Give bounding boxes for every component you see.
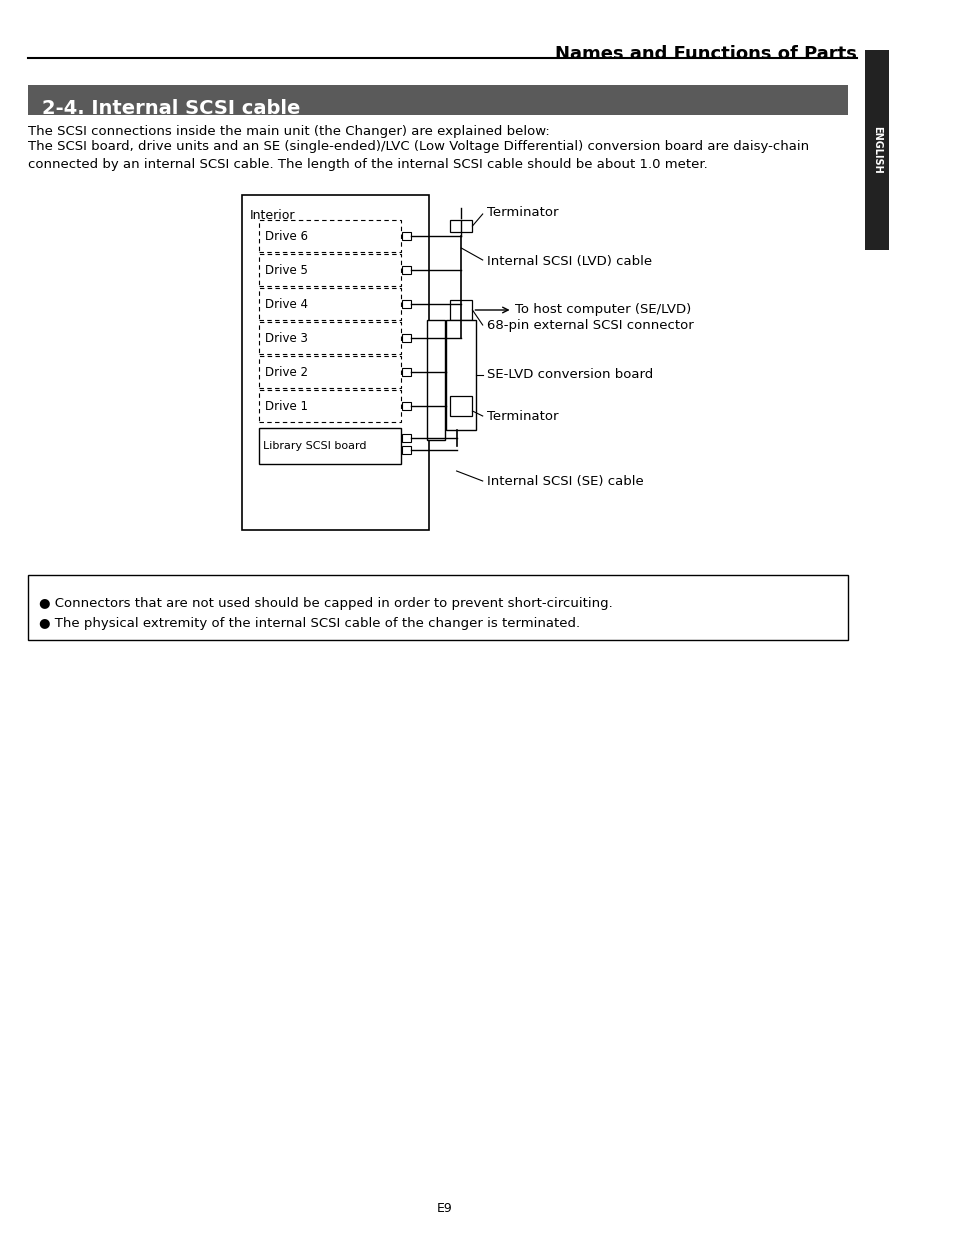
Bar xyxy=(28,85,847,115)
Bar xyxy=(401,333,411,342)
Text: Terminator: Terminator xyxy=(487,205,558,219)
Text: 2-4. Internal SCSI cable: 2-4. Internal SCSI cable xyxy=(42,99,300,119)
Bar xyxy=(259,220,400,252)
Text: Drive 4: Drive 4 xyxy=(264,298,307,310)
Text: ● Connectors that are not used should be capped in order to prevent short-circui: ● Connectors that are not used should be… xyxy=(39,597,612,610)
Text: Drive 2: Drive 2 xyxy=(264,366,307,378)
Text: Internal SCSI (SE) cable: Internal SCSI (SE) cable xyxy=(487,474,643,488)
Bar xyxy=(450,220,472,232)
Text: Drive 6: Drive 6 xyxy=(264,230,307,242)
Bar xyxy=(401,403,411,410)
Bar xyxy=(259,254,400,287)
Text: Names and Functions of Parts: Names and Functions of Parts xyxy=(555,44,857,63)
Bar xyxy=(426,320,445,440)
Bar xyxy=(450,396,472,416)
Text: Internal SCSI (LVD) cable: Internal SCSI (LVD) cable xyxy=(487,254,652,268)
Bar xyxy=(28,576,847,640)
Bar xyxy=(401,446,411,454)
Bar xyxy=(401,433,411,442)
Text: Library SCSI board: Library SCSI board xyxy=(262,441,366,451)
Text: SE-LVD conversion board: SE-LVD conversion board xyxy=(487,368,653,382)
Bar xyxy=(259,322,400,354)
Text: To host computer (SE/LVD): To host computer (SE/LVD) xyxy=(515,304,691,316)
Bar xyxy=(446,320,476,430)
Bar xyxy=(450,300,472,320)
Text: Drive 1: Drive 1 xyxy=(264,399,307,412)
Text: 68-pin external SCSI connector: 68-pin external SCSI connector xyxy=(487,319,694,331)
Bar xyxy=(242,195,428,530)
Text: Terminator: Terminator xyxy=(487,410,558,422)
Text: The SCSI board, drive units and an SE (single-ended)/LVC (Low Voltage Differenti: The SCSI board, drive units and an SE (s… xyxy=(28,140,808,170)
Text: Interior: Interior xyxy=(250,209,294,222)
Bar xyxy=(863,49,888,249)
Text: ● The physical extremity of the internal SCSI cable of the changer is terminated: ● The physical extremity of the internal… xyxy=(39,618,579,630)
Bar xyxy=(401,266,411,274)
Text: ENGLISH: ENGLISH xyxy=(871,126,881,174)
Bar xyxy=(259,390,400,422)
Bar xyxy=(259,429,400,464)
Bar xyxy=(401,232,411,240)
Text: Drive 3: Drive 3 xyxy=(264,331,307,345)
Text: The SCSI connections inside the main unit (the Changer) are explained below:: The SCSI connections inside the main uni… xyxy=(28,125,549,138)
Bar xyxy=(401,300,411,308)
Text: E9: E9 xyxy=(436,1202,452,1215)
Bar xyxy=(259,356,400,388)
Bar xyxy=(401,368,411,375)
Bar xyxy=(259,288,400,320)
Text: Drive 5: Drive 5 xyxy=(264,263,307,277)
